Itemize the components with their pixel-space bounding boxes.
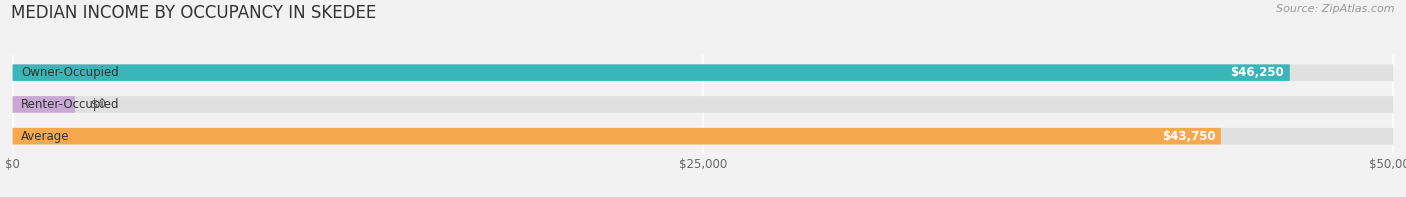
Text: Renter-Occupied: Renter-Occupied bbox=[21, 98, 120, 111]
FancyBboxPatch shape bbox=[13, 96, 75, 113]
Text: $0: $0 bbox=[91, 98, 107, 111]
FancyBboxPatch shape bbox=[13, 128, 1393, 144]
FancyBboxPatch shape bbox=[13, 128, 1220, 144]
Text: $43,750: $43,750 bbox=[1161, 130, 1215, 143]
Text: Source: ZipAtlas.com: Source: ZipAtlas.com bbox=[1277, 4, 1395, 14]
FancyBboxPatch shape bbox=[13, 64, 1289, 81]
FancyBboxPatch shape bbox=[13, 64, 1393, 81]
Text: MEDIAN INCOME BY OCCUPANCY IN SKEDEE: MEDIAN INCOME BY OCCUPANCY IN SKEDEE bbox=[11, 4, 377, 22]
Text: Owner-Occupied: Owner-Occupied bbox=[21, 66, 118, 79]
Text: $46,250: $46,250 bbox=[1230, 66, 1284, 79]
FancyBboxPatch shape bbox=[13, 96, 1393, 113]
Text: Average: Average bbox=[21, 130, 69, 143]
